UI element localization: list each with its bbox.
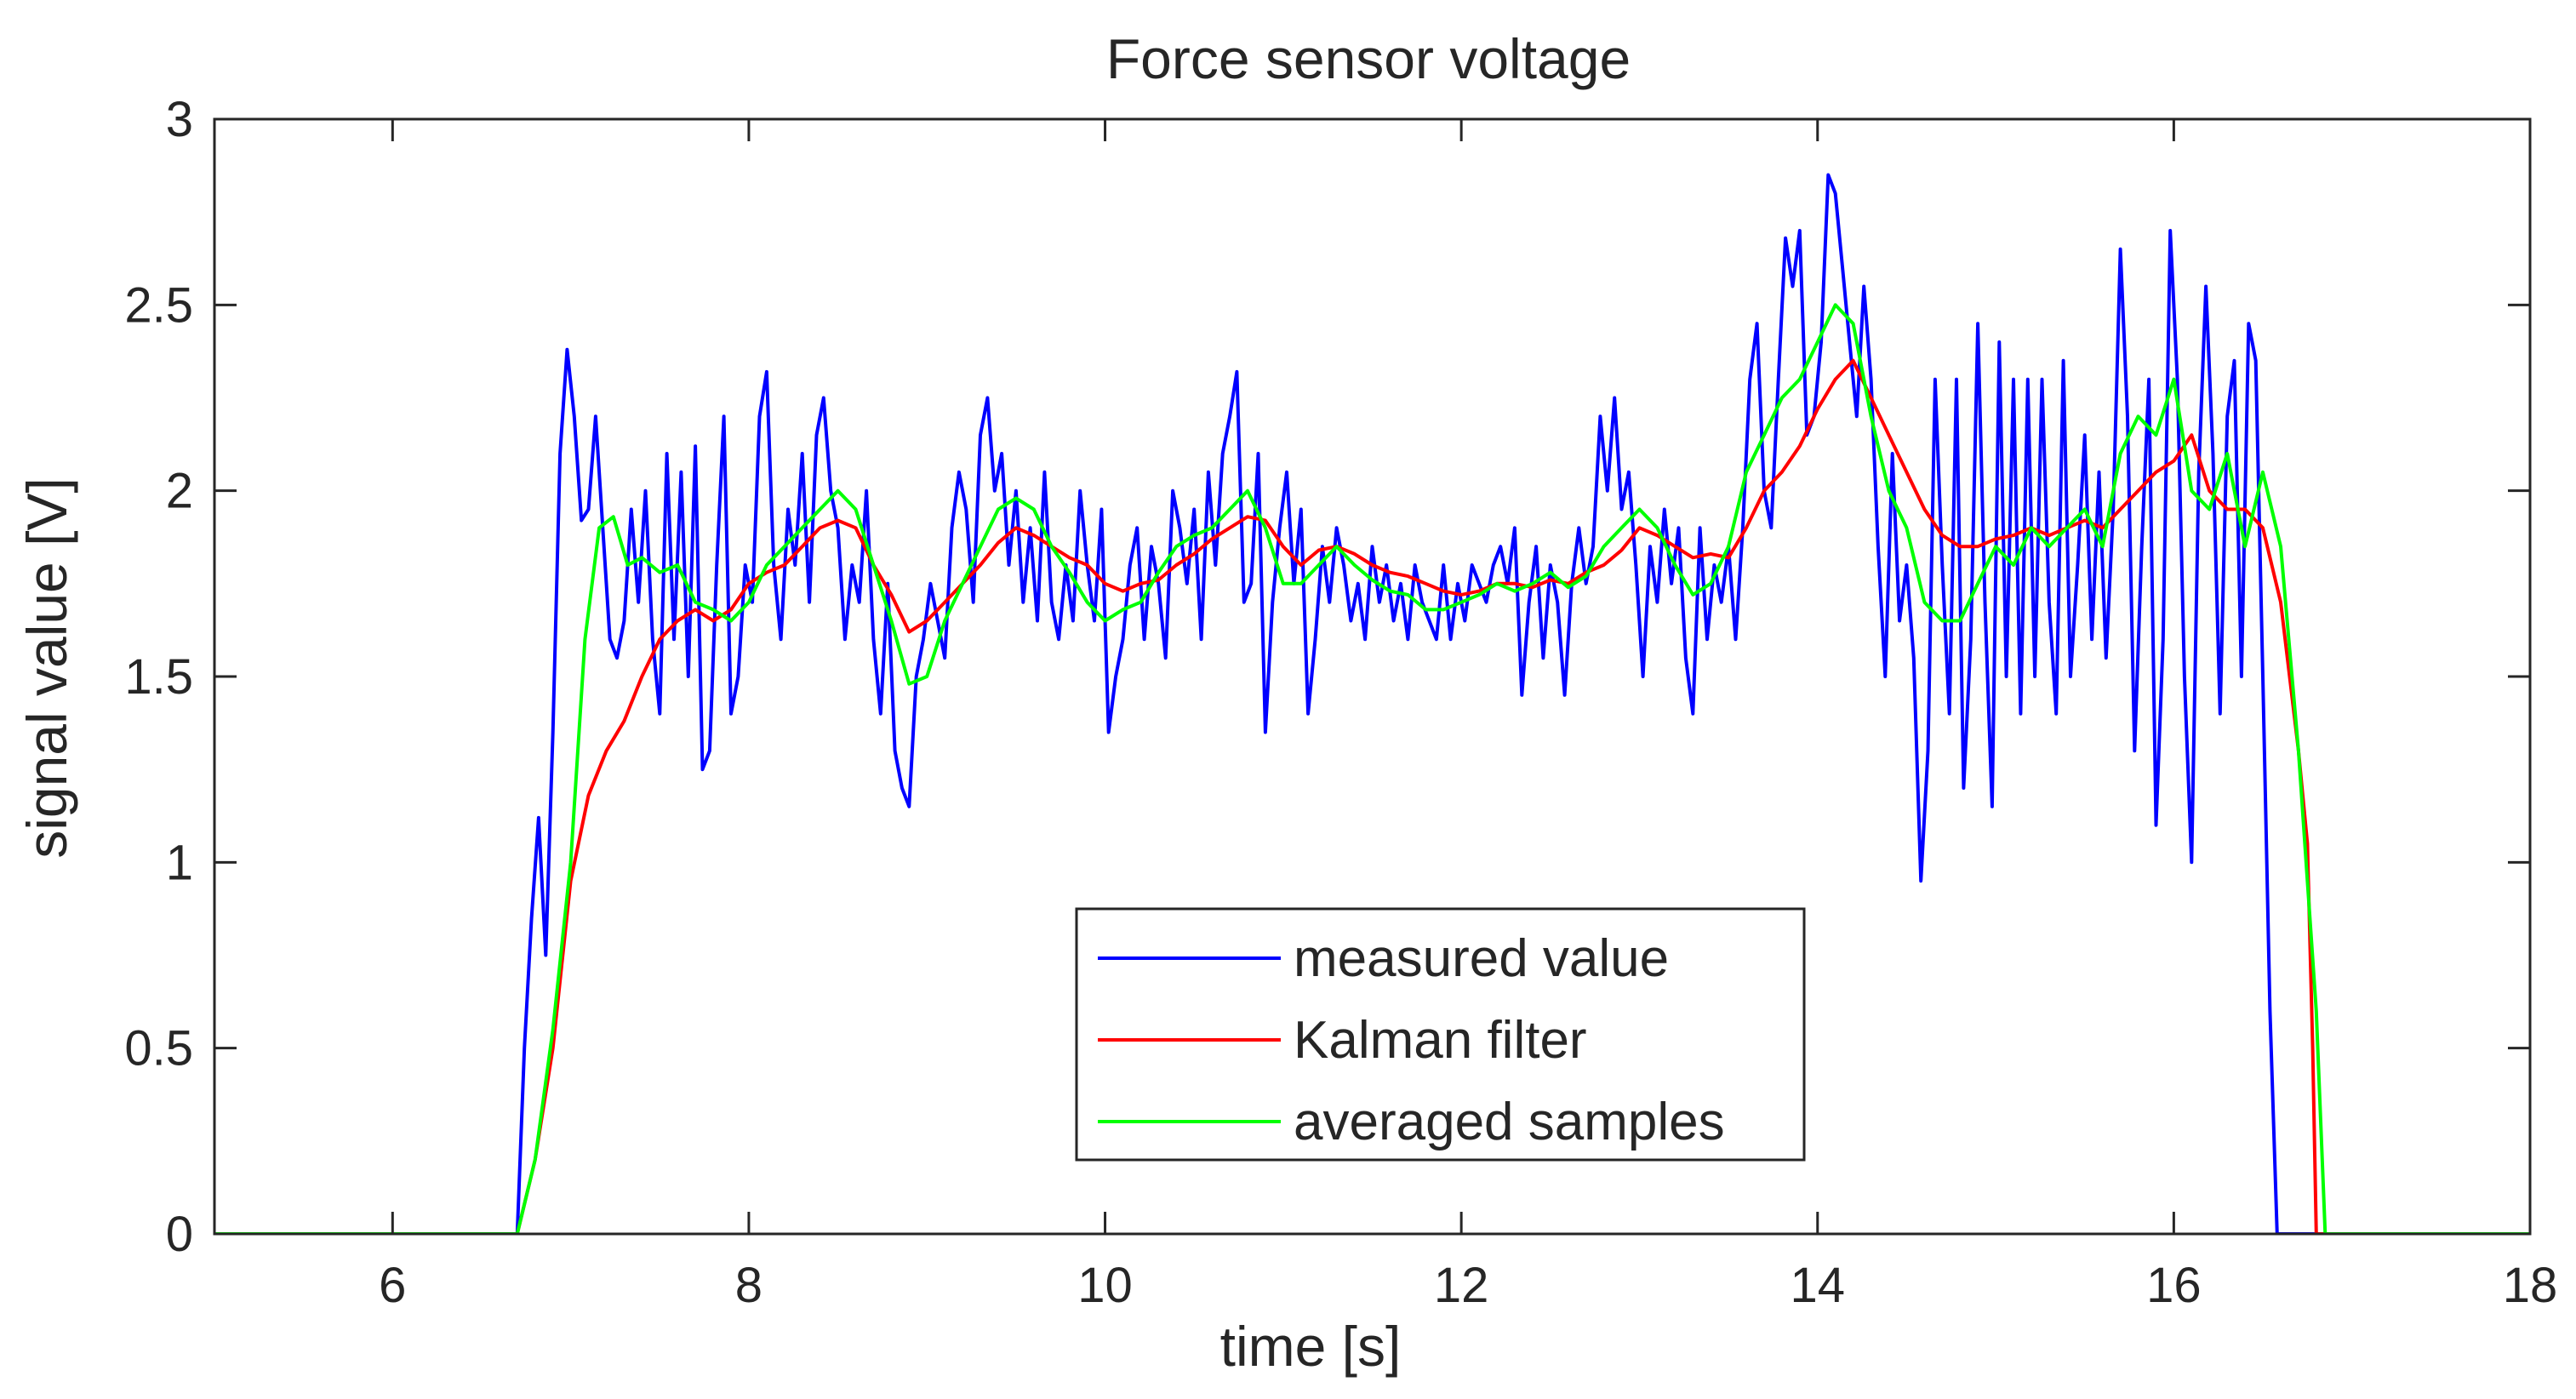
series-kalman-filter <box>214 358 2530 1234</box>
y-tick-label: 0 <box>166 1207 193 1262</box>
x-tick-label: 8 <box>735 1258 763 1313</box>
x-tick-label: 14 <box>1791 1258 1846 1313</box>
chart-title: Force sensor voltage <box>1106 27 1631 90</box>
legend: measured value Kalman filter averaged sa… <box>1075 907 1806 1162</box>
legend-label-averaged-samples: averaged samples <box>1294 1093 1725 1151</box>
legend-label-measured-value: measured value <box>1294 929 1669 988</box>
plot-area: 6 8 10 12 14 16 18 0 0.5 1 1.5 2 2.5 3 <box>124 92 2557 1313</box>
y-tick-label: 1.5 <box>124 649 193 705</box>
legend-box <box>1075 907 1806 1162</box>
x-tick-label: 10 <box>1077 1258 1133 1313</box>
x-tick-label: 16 <box>2146 1258 2202 1313</box>
x-axis-label: time [s] <box>1220 1315 1402 1378</box>
y-tick-label: 2.5 <box>124 277 193 333</box>
y-tick-label: 3 <box>166 92 193 147</box>
x-tick-label: 18 <box>2503 1258 2558 1313</box>
y-tick-label: 2 <box>166 464 193 519</box>
x-tick-label: 6 <box>379 1258 406 1313</box>
series-averaged-samples <box>214 303 2530 1234</box>
series-measured-value <box>214 173 2530 1234</box>
y-axis-label: signal value [V] <box>15 477 78 859</box>
x-tick-label: 12 <box>1434 1258 1489 1313</box>
y-tick-label: 1 <box>166 835 193 890</box>
y-tick-label: 0.5 <box>124 1021 193 1076</box>
legend-label-kalman-filter: Kalman filter <box>1294 1011 1587 1070</box>
